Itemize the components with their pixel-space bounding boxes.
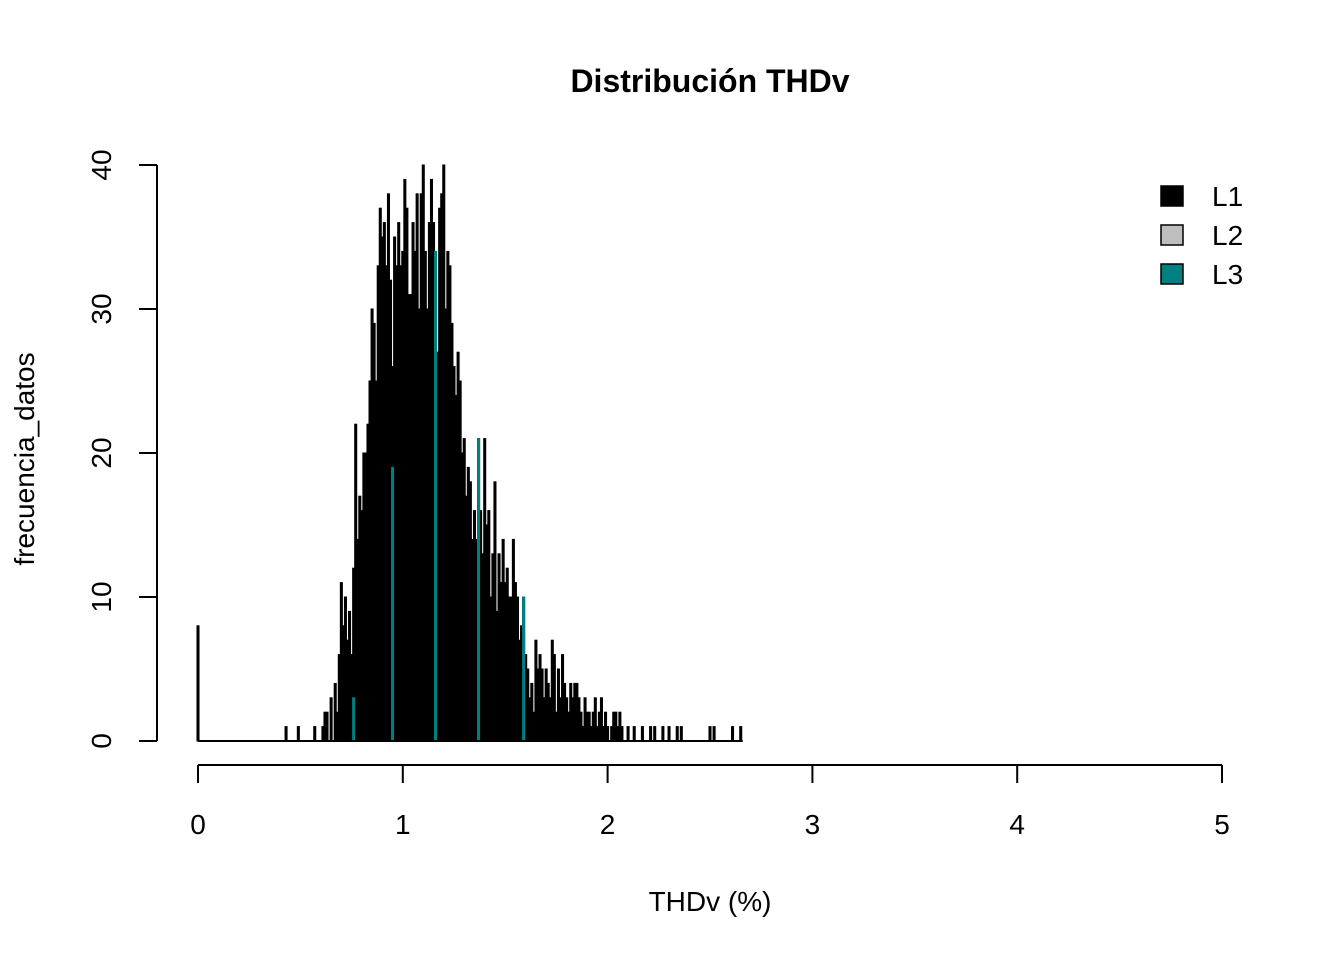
histogram-bar-l1: [632, 726, 636, 742]
y-tick-label: 0: [86, 733, 117, 749]
histogram-bar-l1: [653, 726, 657, 742]
y-axis-label: frecuencia_datos: [9, 352, 40, 565]
y-tick-label: 30: [86, 293, 117, 324]
legend-swatch-l1: [1160, 185, 1184, 207]
histogram-bar-l3: [522, 596, 526, 742]
histogram-bars: [196, 164, 743, 742]
histogram-bar-l1: [313, 726, 317, 742]
x-tick-label: 3: [805, 809, 821, 840]
x-tick-label: 5: [1214, 809, 1230, 840]
chart-title: Distribución THDv: [570, 63, 849, 99]
y-tick-label: 40: [86, 149, 117, 180]
histogram-bar-l1: [329, 697, 333, 742]
histogram-bar-l1: [712, 726, 716, 742]
histogram-bar-l1: [731, 726, 735, 742]
histogram-bar-l1: [640, 726, 644, 742]
legend-label-l3: L3: [1212, 259, 1243, 290]
histogram-bar-l1: [708, 726, 712, 742]
histogram-bar-l1: [649, 726, 653, 742]
legend-label-l2: L2: [1212, 220, 1243, 251]
histogram-bar-l1: [675, 726, 679, 742]
histogram-bar-l1: [196, 625, 200, 742]
histogram-bar-l1: [296, 726, 300, 742]
histogram-bar-l1: [626, 726, 630, 742]
histogram-bar-l1: [739, 726, 743, 742]
histogram-bar-l1: [325, 711, 329, 742]
legend-label-l1: L1: [1212, 181, 1243, 212]
x-axis-label: THDv (%): [649, 886, 772, 917]
histogram-bar-l1: [679, 726, 683, 742]
histogram-bar-l3: [352, 697, 356, 742]
histogram-bar-l3: [391, 466, 395, 742]
y-axis: 0 10 20 30 40: [86, 149, 158, 749]
y-tick-label: 10: [86, 581, 117, 612]
histogram-bar-l1: [661, 726, 665, 742]
x-tick-label: 0: [190, 809, 206, 840]
histogram-bar-l1: [620, 726, 624, 742]
x-axis: 0 1 2 3 4 5: [190, 764, 1230, 840]
histogram-bar-l1: [667, 726, 671, 742]
histogram-bar-l1: [606, 726, 610, 742]
y-tick-label: 20: [86, 437, 117, 468]
histogram-bar-l3: [477, 438, 481, 742]
x-tick-label: 1: [395, 809, 411, 840]
legend: L1 L2 L3: [1160, 181, 1243, 290]
legend-swatch-l2: [1160, 224, 1184, 246]
histogram-bar-l3: [434, 250, 438, 742]
x-tick-label: 4: [1009, 809, 1025, 840]
legend-swatch-l3: [1160, 263, 1184, 285]
x-tick-label: 2: [600, 809, 616, 840]
histogram-bar-l1: [284, 726, 288, 742]
